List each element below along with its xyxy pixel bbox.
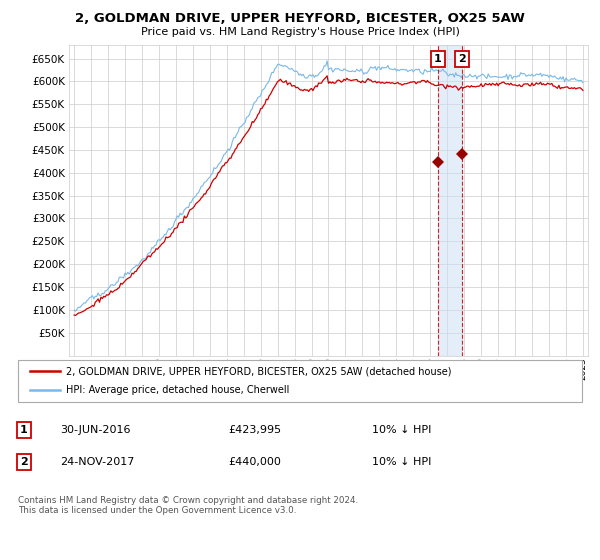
Text: Contains HM Land Registry data © Crown copyright and database right 2024.
This d: Contains HM Land Registry data © Crown c… (18, 496, 358, 515)
Bar (438, 45, 462, 356)
Text: 1: 1 (434, 54, 442, 64)
Text: 1: 1 (20, 425, 28, 435)
Text: HPI: Average price, detached house, Cherwell: HPI: Average price, detached house, Cher… (66, 385, 289, 395)
Text: 2: 2 (20, 457, 28, 467)
Text: 10% ↓ HPI: 10% ↓ HPI (372, 425, 431, 435)
Text: 24-NOV-2017: 24-NOV-2017 (60, 457, 134, 467)
Text: 2: 2 (458, 54, 466, 64)
Text: £440,000: £440,000 (228, 457, 281, 467)
Text: 10% ↓ HPI: 10% ↓ HPI (372, 457, 431, 467)
Text: £423,995: £423,995 (228, 425, 281, 435)
Text: 2, GOLDMAN DRIVE, UPPER HEYFORD, BICESTER, OX25 5AW (detached house): 2, GOLDMAN DRIVE, UPPER HEYFORD, BICESTE… (66, 366, 452, 376)
Text: 2, GOLDMAN DRIVE, UPPER HEYFORD, BICESTER, OX25 5AW: 2, GOLDMAN DRIVE, UPPER HEYFORD, BICESTE… (75, 12, 525, 25)
Text: Price paid vs. HM Land Registry's House Price Index (HPI): Price paid vs. HM Land Registry's House … (140, 27, 460, 37)
Text: 30-JUN-2016: 30-JUN-2016 (60, 425, 131, 435)
